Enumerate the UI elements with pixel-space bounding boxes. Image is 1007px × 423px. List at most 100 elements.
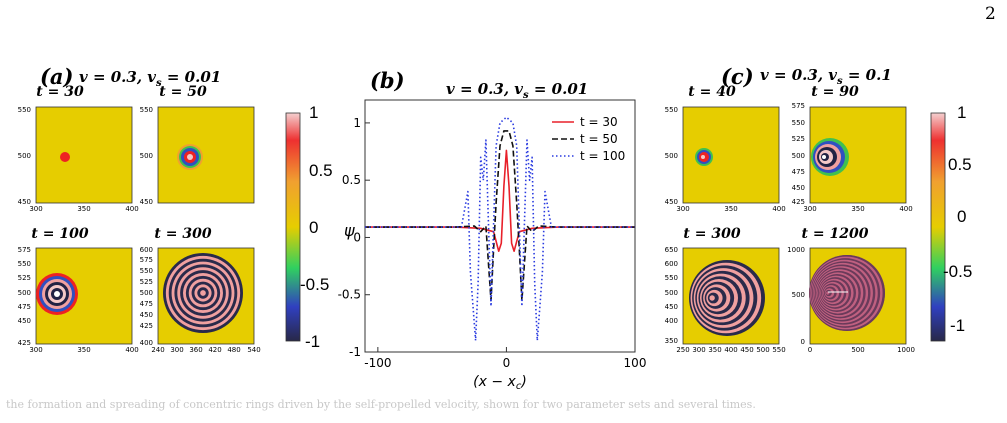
svg-text:350: 350 [724,205,737,213]
svg-text:525: 525 [140,278,153,286]
svg-text:400: 400 [724,346,737,354]
svg-text:425: 425 [140,322,153,330]
panel-a-label: (a) [40,64,74,89]
panel-c-cbar-tick-2: 0.5 [948,155,972,174]
svg-text:475: 475 [140,300,153,308]
series-line-2 [365,130,635,302]
panel-a-sub4-title: t = 300 [154,226,211,242]
svg-text:475: 475 [18,303,31,311]
svg-text:500: 500 [665,152,678,160]
svg-text:425: 425 [18,339,31,347]
svg-text:500: 500 [851,346,864,354]
panel-a-sub4-rings [163,253,243,333]
svg-text:550: 550 [792,119,805,127]
svg-text:550: 550 [665,274,678,282]
series-line-1 [365,149,635,252]
panel-c-cbar-tick-5: -1 [950,316,966,335]
svg-text:300: 300 [170,346,183,354]
panel-b-chart: 10.50-0.5-1-100 0 100 t = 30t = 50t = 100 … [338,99,647,392]
svg-text:350: 350 [851,205,864,213]
svg-text:500: 500 [665,289,678,297]
svg-text:400: 400 [899,205,912,213]
y-tick-label: 1 [353,116,361,130]
y-tick-label: -1 [349,345,361,359]
panel-a-cbar-tick-4: -0.5 [300,275,330,294]
svg-text:550: 550 [772,346,785,354]
svg-text:300: 300 [803,205,816,213]
svg-text:450: 450 [665,303,678,311]
svg-text:450: 450 [665,198,678,206]
panel-a-sub2-title: t = 50 [159,84,207,100]
svg-text:300: 300 [29,346,42,354]
svg-text:575: 575 [792,102,805,110]
svg-text:240: 240 [151,346,164,354]
svg-text:600: 600 [140,246,153,254]
panel-b-label: (b) [370,68,405,93]
svg-text:250: 250 [676,346,689,354]
panel-c-label: (c) [721,64,754,89]
svg-text:400: 400 [125,205,138,213]
svg-text:500: 500 [792,152,805,160]
svg-text:540: 540 [247,346,260,354]
panel-c-sub2-title: t = 90 [811,84,859,100]
ring [709,295,715,301]
svg-text:300: 300 [29,205,42,213]
svg-text:400: 400 [772,205,785,213]
panel-c-sub3-rings [689,260,765,336]
panel-a-sub1-spot [60,152,70,162]
svg-text:475: 475 [792,168,805,176]
svg-text:400: 400 [665,317,678,325]
svg-text:350: 350 [708,346,721,354]
panel-c-sub3-title: t = 300 [683,226,740,242]
svg-text:480: 480 [227,346,240,354]
svg-text:500: 500 [140,289,153,297]
panel-a-params: v = 0.3, vs = 0.01 [79,68,222,89]
panel-a-cbar-tick-2: 0.5 [309,161,333,180]
svg-text:550: 550 [140,267,153,275]
svg-text:525: 525 [792,135,805,143]
caption-fragment: the formation and spreading of concentri… [6,398,756,411]
svg-text:575: 575 [140,256,153,264]
panel-c-sub4-title: t = 1200 [802,226,869,242]
svg-text:500: 500 [140,152,153,160]
svg-text:500: 500 [756,346,769,354]
svg-text:450: 450 [140,311,153,319]
panel-b-ylabel: ψ [344,221,355,240]
panel-a-cbar-tick-3: 0 [309,218,319,237]
svg-text:1000: 1000 [787,246,805,254]
panel-c-params: v = 0.3, vs = 0.1 [760,66,892,87]
y-tick-label: 0.5 [342,173,361,187]
panel-b-xlabel: (x − xc) [473,374,527,392]
svg-text:575: 575 [18,246,31,254]
panel-c-figure: t = 40 550 500 450 300 350 400 t = 90 57… [665,84,946,354]
panel-c-sub1-title: t = 40 [688,84,736,100]
svg-text:300: 300 [676,205,689,213]
panel-a-sub1-frame [35,106,133,204]
legend-label-1: t = 30 [580,115,618,129]
panel-b-title: v = 0.3, vs = 0.01 [446,80,589,101]
x-tick-label: -100 [364,356,391,370]
panel-a-cbar-tick-5: -1 [305,332,321,351]
svg-text:600: 600 [665,260,678,268]
svg-text:450: 450 [740,346,753,354]
y-tick-label: 0 [353,230,361,244]
svg-text:350: 350 [665,337,678,345]
svg-text:550: 550 [665,106,678,114]
page-number: 2 [985,4,996,24]
panel-c-cbar-tick-1: 1 [957,103,967,122]
svg-text:420: 420 [208,346,221,354]
panel-c-cbar-tick-4: -0.5 [943,262,973,281]
panel-a-colorbar [285,112,301,342]
svg-text:1000: 1000 [897,346,915,354]
svg-text:550: 550 [18,260,31,268]
svg-text:0: 0 [801,338,805,346]
svg-text:550: 550 [18,106,31,114]
panel-a-sub1-title: t = 30 [36,84,84,100]
svg-text:550: 550 [140,106,153,114]
svg-text:500: 500 [18,289,31,297]
y-tick-label: -0.5 [338,288,361,302]
svg-text:500: 500 [18,152,31,160]
x-tick-label: 100 [624,356,647,370]
svg-text:400: 400 [125,346,138,354]
panel-b-plot-frame [364,99,636,353]
